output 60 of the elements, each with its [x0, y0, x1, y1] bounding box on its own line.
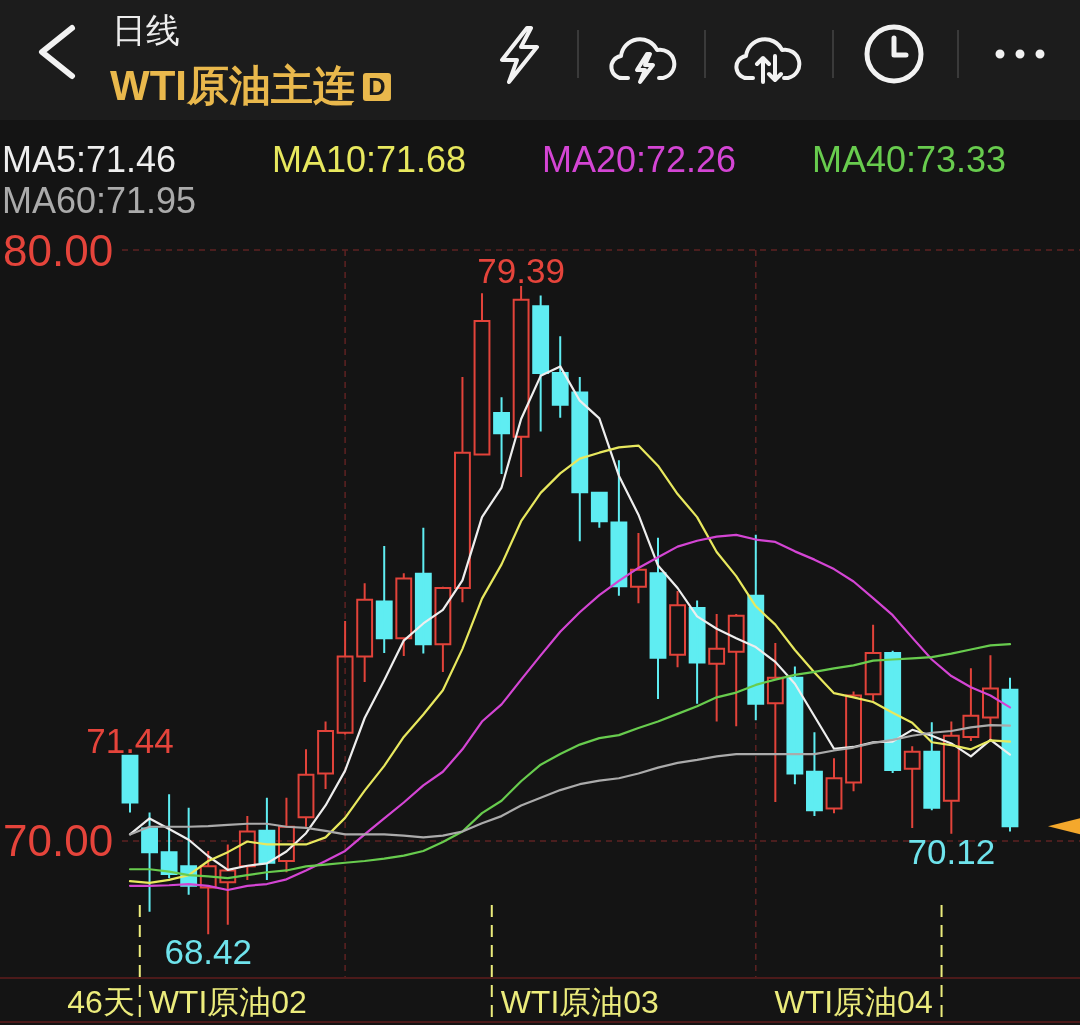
chart-title: WTI原油主连 — [110, 62, 355, 109]
text: MA5:71.46 — [2, 139, 177, 180]
annotation: 68.42 — [164, 932, 253, 972]
text: MA60:71.95 — [2, 180, 197, 221]
candlestick — [238, 815, 256, 881]
candlestick — [473, 292, 491, 456]
x-tick-label: WTI原油03 — [500, 984, 659, 1020]
chart-subtitle: 日线 — [112, 11, 180, 49]
candlestick — [199, 849, 217, 936]
candlestick — [590, 491, 608, 529]
candlestick — [845, 690, 862, 793]
candlestick — [942, 720, 960, 835]
candlestick — [982, 654, 999, 741]
y-tick-label: 80.00 — [3, 225, 114, 275]
candlestick — [962, 667, 980, 743]
candlestick — [160, 793, 178, 880]
candlestick — [688, 599, 706, 705]
candlestick — [747, 533, 765, 722]
y-tick-label: 70.00 — [3, 816, 114, 866]
candlestick — [727, 613, 745, 728]
candlestick — [610, 459, 628, 597]
candlestick — [317, 720, 334, 790]
candlestick — [356, 582, 374, 683]
annotation: 79.39 — [477, 251, 565, 291]
candlestick — [297, 748, 315, 828]
candlestick — [258, 796, 276, 881]
candlestick — [532, 294, 550, 433]
candlestick — [336, 620, 354, 736]
candlestick — [434, 585, 452, 673]
x-tick-label: WTI原油02 — [148, 984, 307, 1020]
candlestick — [806, 731, 823, 818]
candlestick — [121, 754, 139, 814]
candlestick — [454, 376, 471, 604]
candlestick — [786, 665, 804, 786]
candlestick — [395, 572, 413, 657]
candlestick — [219, 843, 237, 926]
candlestick — [669, 589, 686, 669]
candlestick — [493, 396, 510, 475]
x-tick-label: WTI原油04 — [774, 984, 933, 1020]
candlestick — [766, 641, 784, 803]
candlestick — [864, 623, 882, 702]
text: MA20:72.26 — [542, 139, 737, 180]
annotation: 70.12 — [907, 831, 996, 871]
candlestick — [375, 545, 393, 654]
candlestick — [414, 526, 432, 655]
text: D — [368, 73, 386, 100]
text: 46天 — [67, 984, 135, 1020]
candlestick — [825, 757, 843, 815]
candlestick — [630, 532, 647, 605]
text: MA10:71.68 — [272, 139, 467, 180]
candlestick — [649, 536, 667, 701]
annotation: 71.44 — [86, 720, 174, 760]
candlestick — [551, 335, 569, 419]
candlestick — [903, 745, 921, 829]
candlestick — [512, 285, 530, 478]
candlestick — [141, 811, 158, 913]
text: MA40:73.33 — [812, 139, 1007, 180]
candlestick — [571, 376, 589, 543]
candlestick — [923, 721, 941, 812]
candlestick — [708, 613, 726, 723]
